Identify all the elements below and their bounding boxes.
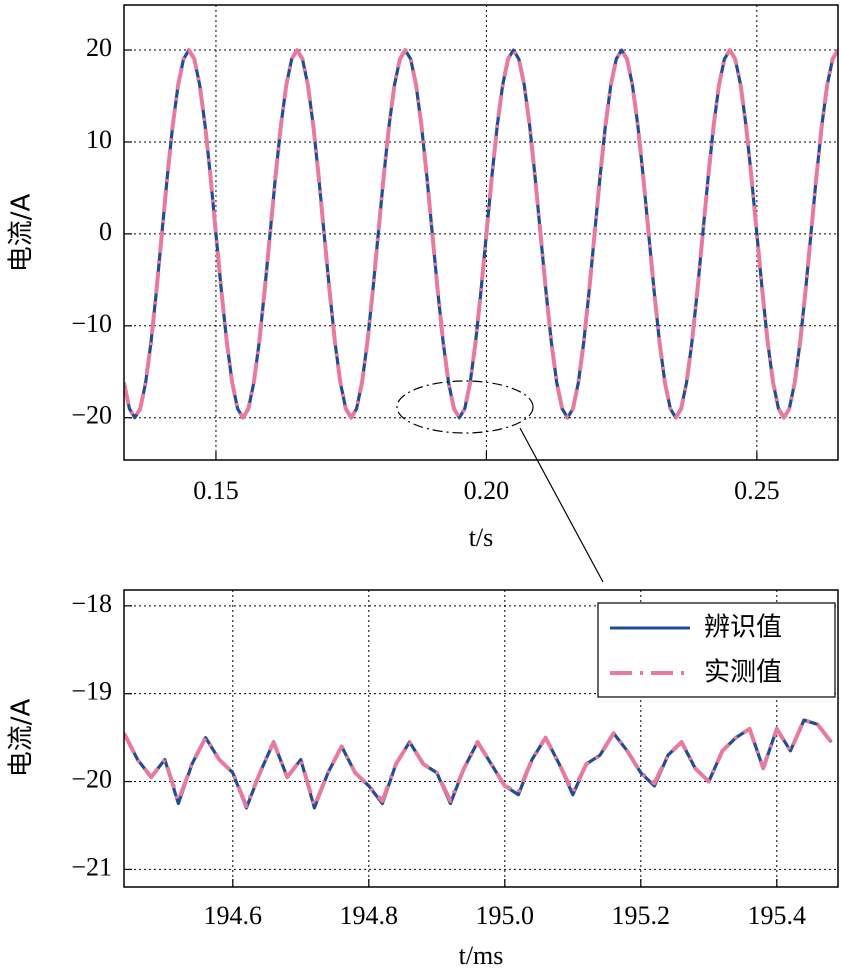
y-axis-label: 电流/A (7, 699, 37, 778)
plot-frame (123, 589, 839, 888)
x-tick-label: 0.15 (193, 476, 239, 505)
plots: −20 −10 0 10 20 0.15 0.20 0.25 t/s 电流/A −21 −20 −19 −… (7, 4, 839, 970)
x-axis-label: t/s (469, 523, 494, 552)
x-tick-label: 0.20 (464, 476, 510, 505)
series-line (124, 718, 833, 809)
x-axis-label: t/ms (459, 941, 504, 970)
y-tick-label: 0 (99, 217, 112, 246)
plot-frame (123, 4, 839, 461)
y-tick-label: −19 (71, 677, 112, 706)
y-axis-label: 电流/A (7, 194, 37, 273)
y-tick-label: 10 (86, 125, 112, 154)
y-tick-label: 20 (86, 33, 112, 62)
x-tick-label: 195.0 (476, 901, 535, 930)
y-tick-label: −21 (71, 852, 112, 881)
x-tick-label: 194.8 (340, 901, 399, 930)
zoom-ellipse (396, 380, 534, 434)
y-tick-label: −20 (71, 765, 112, 794)
legend-box (597, 602, 836, 698)
y-tick-label: −20 (71, 401, 112, 430)
y-tick-label: −10 (71, 309, 112, 338)
x-tick-label: 0.25 (734, 476, 780, 505)
zoom-connector (519, 427, 604, 583)
legend-label: 辨识值 (704, 613, 782, 643)
x-tick-label: 195.2 (612, 901, 671, 930)
legend-label: 实测值 (704, 658, 782, 688)
x-tick-label: 194.6 (204, 901, 263, 930)
plot-area (124, 5, 838, 460)
y-tick-label: −18 (71, 589, 112, 618)
series-line (124, 48, 838, 420)
x-tick-label: 195.4 (748, 901, 807, 930)
